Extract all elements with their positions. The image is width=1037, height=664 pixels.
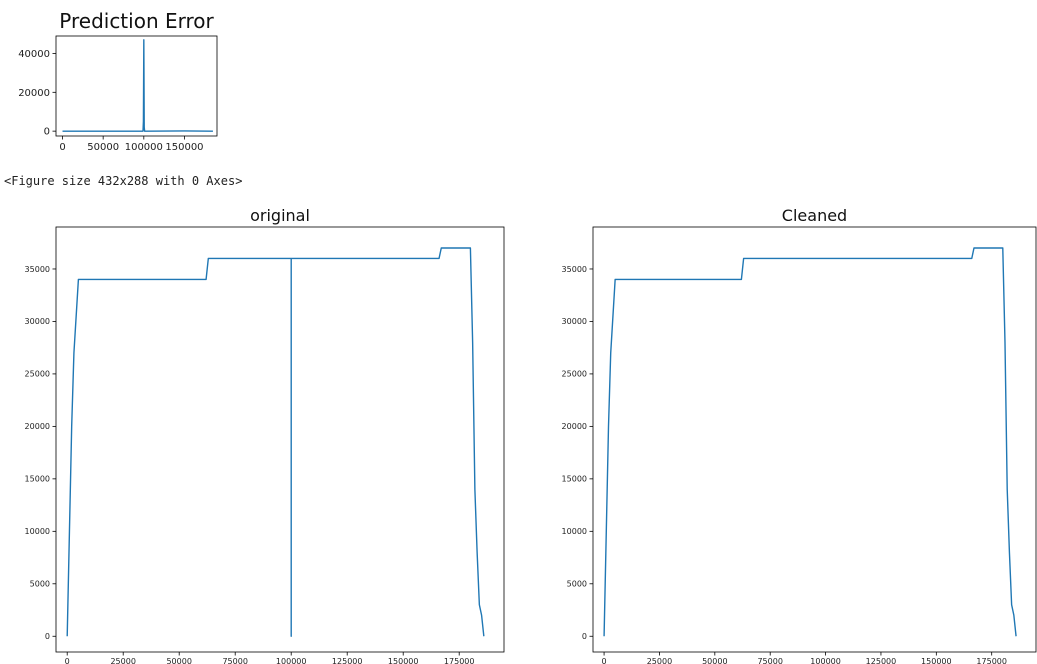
cleaned-ytick-label: 20000: [562, 422, 587, 431]
figure-output-text: <Figure size 432x288 with 0 Axes>: [4, 174, 243, 188]
original-axes-frame: [55, 226, 505, 653]
cleaned-ytick-label: 35000: [562, 265, 587, 274]
original-xtick-label: 175000: [444, 657, 475, 664]
error-xtick-label: 150000: [165, 142, 203, 153]
original-xtick-label: 125000: [332, 657, 363, 664]
original-ytick-label: 25000: [25, 370, 50, 379]
original-ytick-label: 15000: [25, 475, 50, 484]
original-xtick-label: 100000: [276, 657, 307, 664]
original-xtick-label: 50000: [166, 657, 191, 664]
cleaned-chart-title: Cleaned: [782, 206, 847, 225]
cleaned-xtick-label: 0: [602, 657, 607, 664]
original-ytick-label: 0: [45, 632, 50, 641]
cleaned-series-line: [603, 247, 1017, 637]
error-xtick-label: 0: [59, 142, 65, 153]
error-ytick-label: 40000: [18, 49, 50, 60]
original-xtick-label: 75000: [222, 657, 247, 664]
cleaned-ytick-label: 0: [582, 632, 587, 641]
original-series-line: [66, 247, 485, 637]
cleaned-ytick-label: 10000: [562, 527, 587, 536]
error-series-line: [62, 39, 213, 132]
original-ytick-label: 30000: [25, 317, 50, 326]
error-chart-title: Prediction Error: [59, 9, 214, 33]
error-xtick-label: 50000: [87, 142, 119, 153]
error-axes-frame: [55, 35, 218, 137]
error-ytick-label: 20000: [18, 88, 50, 99]
original-ytick-label: 20000: [25, 422, 50, 431]
cleaned-xtick-label: 75000: [757, 657, 782, 664]
cleaned-ytick-label: 25000: [562, 370, 587, 379]
cleaned-ytick-label: 15000: [562, 475, 587, 484]
cleaned-ytick-label: 5000: [567, 580, 587, 589]
error-ytick-label: 0: [44, 127, 50, 138]
original-xtick-label: 25000: [110, 657, 135, 664]
cleaned-axes-frame: [592, 226, 1037, 653]
original-ytick-label: 5000: [30, 580, 50, 589]
original-xtick-label: 150000: [388, 657, 419, 664]
original-chart-title: original: [250, 206, 310, 225]
cleaned-xtick-label: 25000: [647, 657, 672, 664]
cleaned-xtick-label: 150000: [921, 657, 952, 664]
error-chart: Prediction Error 0 50000 100000 150000 0 20000…: [18, 9, 218, 153]
original-ytick-label: 35000: [25, 265, 50, 274]
original-xtick-label: 0: [65, 657, 70, 664]
cleaned-ytick-label: 30000: [562, 317, 587, 326]
error-xtick-label: 100000: [125, 142, 163, 153]
cleaned-xtick-label: 175000: [976, 657, 1007, 664]
cleaned-xtick-label: 100000: [810, 657, 841, 664]
cleaned-xtick-label: 50000: [702, 657, 727, 664]
original-ytick-label: 10000: [25, 527, 50, 536]
cleaned-xtick-label: 125000: [866, 657, 897, 664]
